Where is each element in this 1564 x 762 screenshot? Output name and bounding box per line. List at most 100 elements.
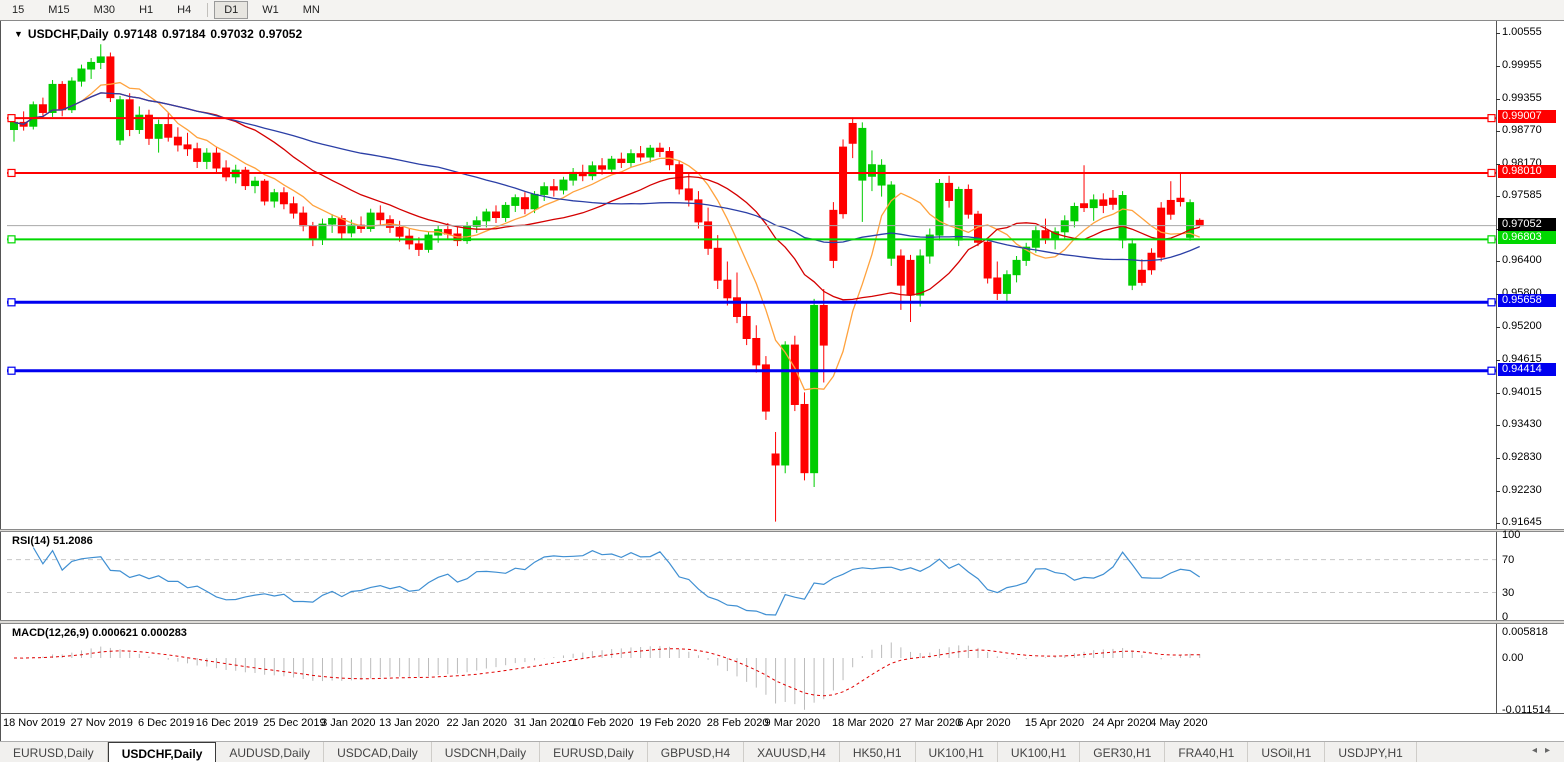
chart-tab-uk100-h1[interactable]: UK100,H1 xyxy=(916,742,998,762)
horizontal-line-0.95658[interactable] xyxy=(7,298,1496,307)
current-price-badge: 0.97052 xyxy=(1498,217,1556,231)
symbol-dropdown-icon[interactable]: ▼ xyxy=(14,29,23,39)
chart-tab-ger30-h1[interactable]: GER30,H1 xyxy=(1080,742,1166,762)
price-close: 0.97052 xyxy=(258,27,303,41)
chart-tab-bar: EURUSD,Daily USDCHF,Daily AUDUSD,Daily USDC… xyxy=(0,741,1564,762)
date-axis-label: 10 Feb 2020 xyxy=(571,717,634,729)
price-axis-label: 0.93430 xyxy=(1502,417,1542,430)
price-axis-tick xyxy=(1496,457,1500,459)
date-axis-label: 16 Dec 2019 xyxy=(195,717,259,729)
horizontal-line-0.96803[interactable] xyxy=(7,235,1496,244)
panel-splitter-1[interactable] xyxy=(0,529,1564,532)
price-axis-label: 0.94015 xyxy=(1502,385,1542,398)
moving-average-8 xyxy=(13,81,1200,391)
horizontal-line-0.98010[interactable] xyxy=(7,168,1496,178)
price-axis-label: 0.95200 xyxy=(1502,320,1542,333)
date-axis-label: 4 May 2020 xyxy=(1150,717,1208,729)
chart-tab-usoil-h1[interactable]: USOil,H1 xyxy=(1248,742,1326,762)
date-axis-label: 18 Nov 2019 xyxy=(3,717,66,729)
date-axis-label: 13 Jan 2020 xyxy=(378,717,440,729)
horizontal-line-0.99007[interactable] xyxy=(7,114,1496,123)
tab-scroll-right-icon[interactable]: ▸ xyxy=(1544,745,1558,756)
price-axis-label: 0.96400 xyxy=(1502,254,1542,267)
macd-axis-label: -0.011514 xyxy=(1502,703,1551,716)
chart-tab-usdcad-daily[interactable]: USDCAD,Daily xyxy=(324,742,432,762)
timeframe-toolbar: 15 M15 M30 H1 H4 D1 W1 MN xyxy=(0,0,1564,21)
line-handle-left[interactable] xyxy=(7,114,16,123)
date-axis-label: 22 Jan 2020 xyxy=(446,717,507,729)
chart-tab-fra40-h1[interactable]: FRA40,H1 xyxy=(1165,742,1249,762)
chart-tab-usdchf-daily[interactable]: USDCHF,Daily xyxy=(107,742,217,762)
date-axis-label: 6 Dec 2019 xyxy=(137,717,195,729)
rsi-name: RSI(14) xyxy=(12,535,50,547)
price-axis-label: 0.98770 xyxy=(1502,124,1542,137)
date-axis-label: 18 Mar 2020 xyxy=(832,717,894,729)
chart-tab-hk50-h1[interactable]: HK50,H1 xyxy=(840,742,916,762)
price-axis-label: 0.97585 xyxy=(1502,189,1542,202)
date-axis-label: 3 Jan 2020 xyxy=(321,717,376,729)
timeframe-button-h4[interactable]: H4 xyxy=(177,4,192,16)
line-handle-right[interactable] xyxy=(1487,298,1496,307)
timeframe-button-mn[interactable]: MN xyxy=(302,4,320,16)
price-axis-tick xyxy=(1496,196,1500,198)
panel-splitter-2[interactable] xyxy=(0,620,1564,624)
macd-axis-label: 0.005818 xyxy=(1502,625,1548,638)
chart-title: ▼ USDCHF,Daily 0.97148 0.97184 0.97032 0… xyxy=(14,27,302,41)
chart-tab-gbpusd-h4[interactable]: GBPUSD,H4 xyxy=(648,742,745,762)
line-handle-left[interactable] xyxy=(7,168,16,178)
line-handle-right[interactable] xyxy=(1487,235,1496,244)
price-level-badge-0.95658: 0.95658 xyxy=(1498,294,1556,308)
chart-tab-usdjpy-h1[interactable]: USDJPY,H1 xyxy=(1325,742,1417,762)
timeframe-button-w1[interactable]: W1 xyxy=(262,4,279,16)
line-handle-left[interactable] xyxy=(7,366,16,375)
chart-symbol: USDCHF,Daily xyxy=(27,27,109,41)
tab-scroll-left-icon[interactable]: ◂ xyxy=(1531,745,1545,756)
macd-label: MACD(12,26,9) 0.000621 0.000283 xyxy=(12,627,187,639)
price-axis-tick xyxy=(1496,261,1500,263)
date-axis-label: 27 Mar 2020 xyxy=(899,717,962,729)
price-axis-tick xyxy=(1496,65,1500,67)
rsi-line xyxy=(32,547,1201,616)
tab-scroll-arrows[interactable]: ◂▸ xyxy=(1532,745,1558,756)
rsi-label: RSI(14) 51.2086 xyxy=(12,535,93,547)
date-axis-label: 9 Mar 2020 xyxy=(764,717,821,729)
main-price-chart xyxy=(7,44,1496,522)
timeframe-button-m30[interactable]: M30 xyxy=(93,4,116,16)
price-open: 0.97148 xyxy=(113,27,157,41)
line-handle-right[interactable] xyxy=(1487,366,1496,375)
chart-tab-eurusd-daily[interactable]: EURUSD,Daily xyxy=(540,742,648,762)
toolbar-separator xyxy=(207,3,209,17)
line-handle-left[interactable] xyxy=(7,235,16,244)
date-axis-label: 19 Feb 2020 xyxy=(639,717,702,729)
horizontal-line-0.94414[interactable] xyxy=(7,366,1496,375)
line-handle-right[interactable] xyxy=(1487,114,1496,123)
date-axis-label: 31 Jan 2020 xyxy=(513,717,575,729)
price-axis-tick xyxy=(1496,359,1500,361)
date-axis-label: 25 Dec 2019 xyxy=(263,717,326,729)
timeframe-button-m15[interactable]: M15 xyxy=(48,4,70,16)
rsi-axis-label: 30 xyxy=(1502,586,1515,599)
line-handle-left[interactable] xyxy=(7,298,16,307)
chart-tab-uk100-h1[interactable]: UK100,H1 xyxy=(998,742,1081,762)
price-high: 0.97184 xyxy=(162,27,206,41)
price-level-badge-0.94414: 0.94414 xyxy=(1498,362,1556,376)
chart-tab-xauusd-h4[interactable]: XAUUSD,H4 xyxy=(744,742,840,762)
chart-tab-audusd-daily[interactable]: AUDUSD,Daily xyxy=(216,742,325,762)
price-level-badge-0.96803: 0.96803 xyxy=(1498,231,1556,245)
price-axis-label: 0.91645 xyxy=(1502,515,1542,528)
moving-average-20 xyxy=(13,92,1200,301)
timeframe-button-15[interactable]: 15 xyxy=(12,4,25,16)
price-low: 0.97032 xyxy=(210,27,254,41)
price-axis-label: 0.92830 xyxy=(1502,450,1542,463)
date-axis-label: 6 Apr 2020 xyxy=(957,717,1011,729)
macd-axis-label: 0.00 xyxy=(1502,652,1524,664)
chart-tab-eurusd-daily[interactable]: EURUSD,Daily xyxy=(0,742,108,762)
price-axis-tick xyxy=(1496,33,1500,34)
chart-tab-usdcnh-daily[interactable]: USDCNH,Daily xyxy=(432,742,541,762)
timeframe-button-h1[interactable]: H1 xyxy=(139,4,154,16)
date-axis-label: 28 Feb 2020 xyxy=(706,717,769,729)
rsi-axis-label: 70 xyxy=(1502,553,1515,566)
price-axis-label: 0.94615 xyxy=(1502,352,1542,365)
line-handle-right[interactable] xyxy=(1487,168,1496,178)
timeframe-button-d1[interactable]: D1 xyxy=(214,1,249,19)
